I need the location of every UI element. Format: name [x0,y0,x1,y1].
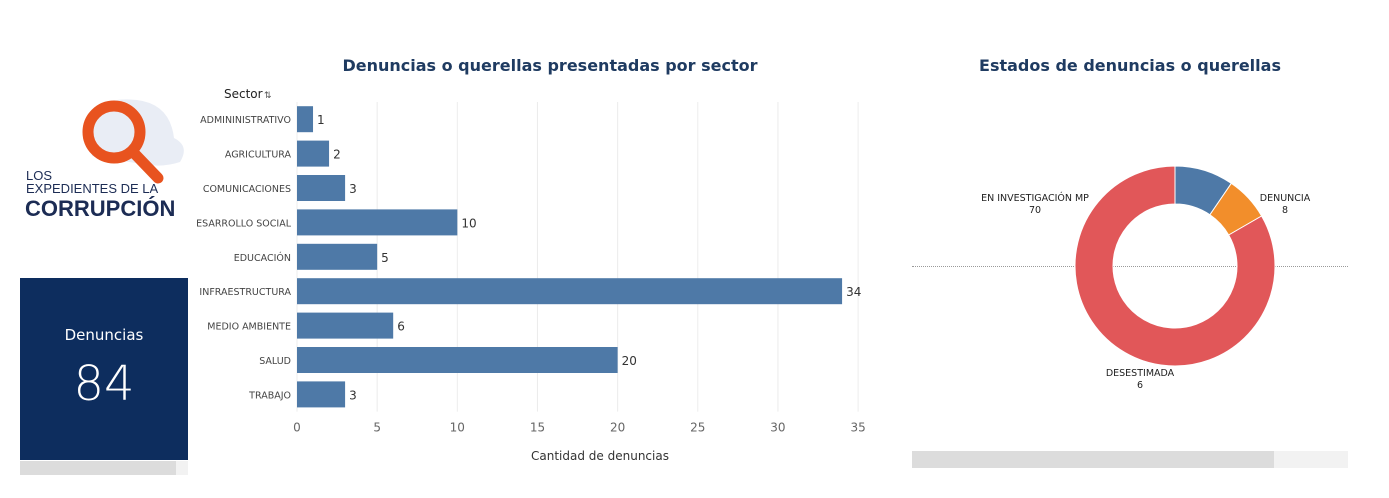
category-label: TRABAJO [248,390,291,401]
slice-value: 6 [1137,380,1143,391]
bar [297,312,394,339]
bar [297,175,346,201]
category-label: MEDIO AMBIENTE [207,322,291,333]
x-tick-label: 5 [373,421,381,435]
bar-value-label: 3 [349,388,357,402]
bar-value-label: 5 [381,251,389,265]
bar [297,106,314,133]
bar [297,243,378,270]
x-tick-label: 25 [690,421,705,435]
sort-icon: ⇅ [264,91,272,101]
bar [297,381,346,408]
magnifier-ring-icon [82,100,146,164]
logo-line-2: EXPEDIENTES DE LA [26,181,159,196]
category-label: EDUCACIÓN [234,252,291,264]
slice-label: EN INVESTIGACIÓN MP [981,192,1089,204]
slice-label: DESESTIMADA [1106,368,1175,379]
bar-value-label: 10 [461,216,476,230]
logo: LOS EXPEDIENTES DE LA CORRUPCIÓN [22,96,192,226]
logo-line-3: CORRUPCIÓN [25,196,175,221]
bar [297,140,330,167]
slice-value: 70 [1029,205,1041,216]
donut-scrollbar-thumb[interactable] [912,451,1274,468]
x-tick-label: 0 [293,421,301,435]
category-label: AGRICULTURA [225,150,292,161]
x-tick-label: 10 [450,421,465,435]
bar-value-label: 1 [317,113,325,127]
kpi-scrollbar-thumb[interactable] [20,461,176,475]
slice-value: 8 [1282,205,1288,216]
y-axis-title: Sector [224,87,263,101]
x-tick-label: 35 [850,421,865,435]
slice-label: DENUNCIA [1260,193,1311,204]
category-label: INFRAESTRUCTURA [199,287,291,298]
bar-value-label: 6 [397,320,405,334]
kpi-card: Denuncias 84 [20,278,188,460]
bar [297,209,458,236]
bar-value-label: 2 [333,148,341,162]
donut-chart: DENUNCIA 8 DESESTIMADA 6 EN INVESTIGACIÓN MP… [910,150,1350,414]
donut-slice [1074,165,1276,367]
bar-value-label: 20 [622,354,637,368]
kpi-label: Denuncias [64,326,144,344]
category-label: SALUD [259,356,291,367]
bar-value-label: 3 [349,182,357,196]
x-axis-title: Cantidad de denuncias [531,449,669,463]
donut-chart-title: Estados de denuncias o querellas [979,56,1281,75]
logo-line-1: LOS [26,168,52,183]
x-tick-label: 20 [610,421,625,435]
category-label: COMUNICACIONES [203,184,291,195]
category-label: DESARROLLO SOCIAL [196,218,292,229]
x-tick-label: 30 [770,421,785,435]
bar-chart: 0 5 10 15 20 25 30 35 Cantidad de denuncias Secto… [189,80,906,479]
magnifier-handle-icon [127,146,164,184]
kpi-value: 84 [73,356,135,412]
category-label: ADMININISTRATIVO [200,115,291,126]
bar [297,278,843,305]
bar-value-label: 34 [846,285,861,299]
bar [297,347,618,373]
bar-chart-title: Denuncias o querellas presentadas por se… [342,56,758,75]
x-tick-label: 15 [530,421,545,435]
reference-line [912,266,1348,267]
